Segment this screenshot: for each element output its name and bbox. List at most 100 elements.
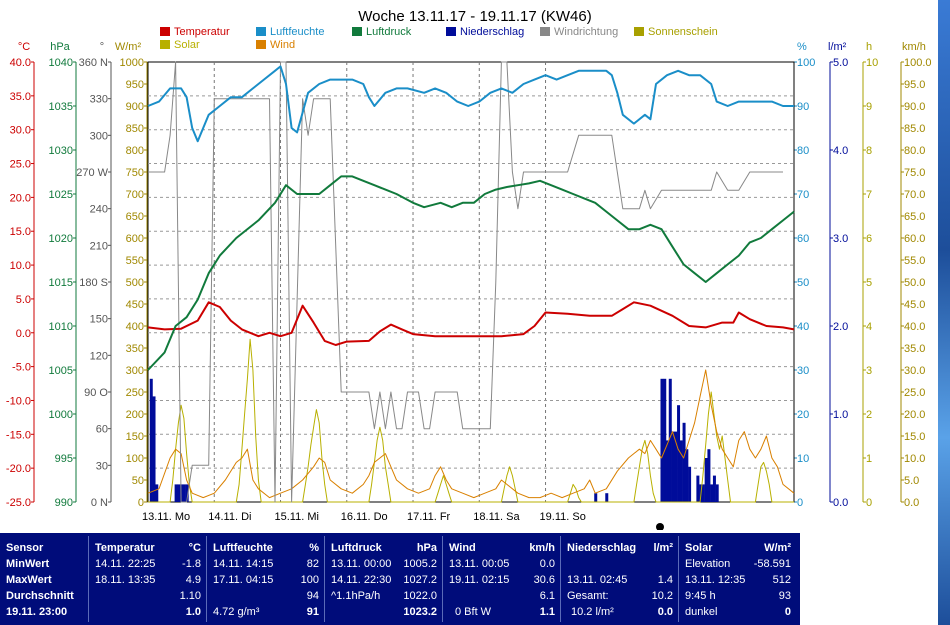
- legend-label: Wind: [270, 39, 295, 51]
- axis-tick-label: 100.0: [904, 57, 932, 69]
- temp-avg: 1.10: [179, 590, 201, 602]
- x-day-label: 19.11. So: [540, 511, 586, 523]
- axis-tick-label: 1025: [49, 189, 73, 201]
- axis-tick-label: 35.0: [904, 343, 925, 355]
- axis-tick-label: 2.0: [833, 321, 848, 333]
- desktop-edge: [938, 0, 950, 625]
- axis-tick-label: -15.0: [6, 429, 31, 441]
- rain-bar: [704, 458, 708, 502]
- axis-tick-label: 10.0: [904, 453, 925, 465]
- axis-tick-label: 15.0: [904, 431, 925, 443]
- axis-tick-label: 20: [797, 409, 809, 421]
- rain-bar: [677, 405, 681, 502]
- axis-tick-label: 700: [126, 189, 144, 201]
- header-solar: Solar: [685, 542, 713, 554]
- rain-now-label: 10.2 l/m²: [571, 606, 614, 618]
- rain-bar: [674, 431, 678, 502]
- wind-min-time: 13.11. 00:05: [449, 558, 510, 570]
- col-pressure: Luftdruck hPa 13.11. 00:00 1005.2 14.11. 2…: [324, 536, 443, 622]
- legend-label: Luftfeuchte: [270, 26, 324, 38]
- axis-tick-label: 100: [797, 57, 815, 69]
- axis-tick-label: 45.0: [904, 299, 925, 311]
- rain-max-value: 1.4: [657, 574, 673, 586]
- axis-unit: hPa: [50, 41, 70, 53]
- rain-bar: [155, 484, 159, 502]
- axis-tick-label: 0.0: [833, 497, 848, 509]
- legend-label: Luftdruck: [366, 26, 412, 38]
- series-solar: [148, 338, 794, 503]
- series-luftfeuchte: [147, 65, 794, 143]
- axis-tick-label: 90.0: [904, 101, 925, 113]
- rain-now: 0.0: [657, 606, 673, 618]
- axis-tick-label: 5.0: [16, 294, 31, 306]
- label-avg: Durchschnitt: [6, 590, 74, 602]
- legend-swatch: [256, 27, 266, 36]
- axis-tick-label: 30.0: [904, 365, 925, 377]
- rain-bar: [712, 475, 716, 502]
- axis-tick-label: 30: [96, 460, 108, 472]
- temp-max-value: 4.9: [185, 574, 201, 586]
- solar-sunshine-value: 93: [778, 590, 791, 602]
- header-solar-unit: W/m²: [764, 542, 791, 554]
- axis-unit: W/m²: [115, 41, 142, 53]
- rain-bar: [682, 422, 686, 502]
- axis-tick-label: 360 N: [79, 57, 108, 69]
- col-temperature: Temperatur °C 14.11. 22:25 -1.8 18.11. 13:…: [88, 536, 207, 622]
- wind-bft: 0 Bft W: [455, 606, 492, 618]
- press-trend-value: 1022.0: [403, 590, 437, 602]
- axis-tick-label: 800: [126, 145, 144, 157]
- header-rain: Niederschlag: [567, 542, 637, 554]
- legend-label: Temperatur: [174, 26, 230, 38]
- rain-bar: [594, 493, 598, 502]
- axis-tick-label: 1005: [49, 365, 73, 377]
- header-press: Luftdruck: [331, 542, 382, 554]
- axis-tick-label: 95.0: [904, 79, 925, 91]
- axis-tick-label: 50: [132, 475, 144, 487]
- axis-tick-label: 6: [866, 233, 872, 245]
- rain-bar: [182, 484, 186, 502]
- axis-tick-label: 1015: [49, 277, 73, 289]
- solar-elevation-label: Elevation: [685, 558, 731, 570]
- axis-tick-label: 300: [90, 130, 108, 142]
- axis-tick-label: 30.0: [10, 125, 31, 137]
- axis-tick-label: 0: [138, 497, 144, 509]
- axis-tick-label: 995: [55, 453, 73, 465]
- axis-tick-label: 65.0: [904, 211, 925, 223]
- x-day-label: 16.11. Do: [341, 511, 388, 523]
- axis-tick-label: 8: [866, 145, 872, 157]
- rain-bar: [663, 378, 667, 502]
- axis-tick-label: 25.0: [10, 159, 31, 171]
- x-day-label: 17.11. Fr: [407, 511, 451, 523]
- axis-tick-label: 25.0: [904, 387, 925, 399]
- axis-tick-label: 4.0: [833, 145, 848, 157]
- label-min: MinWert: [6, 558, 50, 570]
- axis-tick-label: 0: [797, 497, 803, 509]
- axis-tick-label: 1035: [49, 101, 73, 113]
- axis-tick-label: 900: [126, 101, 144, 113]
- rain-bar: [180, 484, 184, 502]
- axis-tick-label: 60: [96, 424, 108, 436]
- rain-bar: [605, 493, 609, 502]
- axis-tick-label: 80: [797, 145, 809, 157]
- axis-tick-label: 850: [126, 123, 144, 135]
- chart-area: Woche 13.11.17 - 19.11.17 (KW46) Temperat…: [6, 8, 932, 530]
- axis-unit: l/m²: [828, 41, 847, 53]
- press-trend-label: ^1.1hPa/h: [331, 590, 381, 602]
- legend-swatch: [446, 27, 456, 36]
- hum-now: 91: [306, 606, 319, 618]
- axis-tick-label: 70.0: [904, 189, 925, 201]
- header-sensor: Sensor: [6, 542, 44, 554]
- axis-tick-label: 1030: [49, 145, 73, 157]
- axis-tick-label: 15.0: [10, 226, 31, 238]
- axis-tick-label: 40.0: [10, 57, 31, 69]
- rain-bar: [666, 440, 670, 502]
- press-max-value: 1027.2: [403, 574, 437, 586]
- rain-total-value: 10.2: [651, 590, 673, 602]
- axis-unit: °: [100, 41, 104, 53]
- axis-tick-label: 400: [126, 321, 144, 333]
- x-day-label: 14.11. Di: [208, 511, 251, 523]
- axis-tick-label: 750: [126, 167, 144, 179]
- rain-bar: [185, 484, 189, 502]
- rain-bar: [671, 431, 675, 502]
- axis-tick-label: -10.0: [6, 395, 31, 407]
